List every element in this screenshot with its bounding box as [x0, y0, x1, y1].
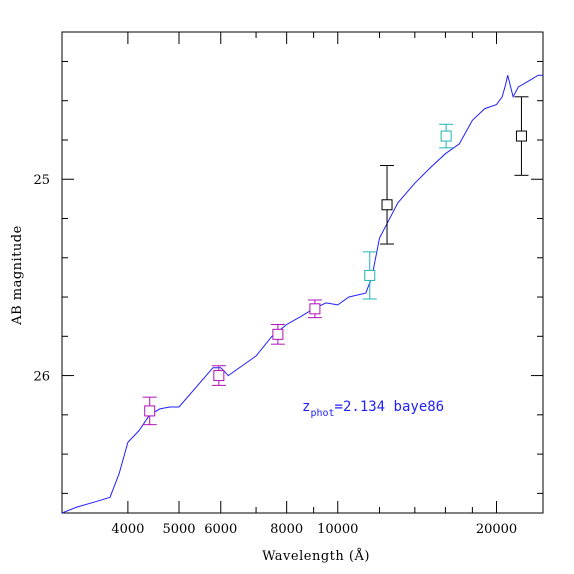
annotation-subscript: phot	[310, 408, 334, 419]
data-point	[144, 405, 156, 417]
x-tick-label: 8000	[270, 522, 303, 537]
annotation-z: z	[302, 399, 310, 415]
annotation-value: =2.134 baye86	[335, 399, 445, 415]
x-tick-label: 6000	[204, 522, 237, 537]
plot-area	[61, 31, 544, 514]
x-tick-label: 5000	[162, 522, 195, 537]
tick-labels: 4000 5000 6000 8000 10000 20000 25 26	[33, 173, 517, 537]
y-tick-label: 25	[33, 173, 50, 188]
data-point	[364, 269, 376, 281]
data-point	[309, 303, 321, 315]
x-tick-label: 20000	[476, 522, 517, 537]
x-axis-label: Wavelength (Å)	[262, 548, 370, 564]
x-tick-label: 10000	[317, 522, 358, 537]
photometry-points	[142, 96, 529, 426]
plot-frame	[61, 31, 544, 514]
data-point	[213, 370, 225, 382]
template-sed-line	[61, 74, 543, 514]
data-point	[515, 130, 527, 142]
data-point	[440, 130, 452, 142]
y-axis-label: AB magnitude	[10, 225, 25, 326]
data-point	[272, 328, 284, 340]
x-tick-label: 4000	[111, 522, 144, 537]
data-point	[381, 199, 393, 211]
y-tick-label: 26	[33, 370, 50, 385]
template-line	[61, 74, 543, 514]
photometric-redshift-annotation: zphot=2.134 baye86	[302, 399, 444, 419]
axis-ticks	[61, 32, 543, 513]
